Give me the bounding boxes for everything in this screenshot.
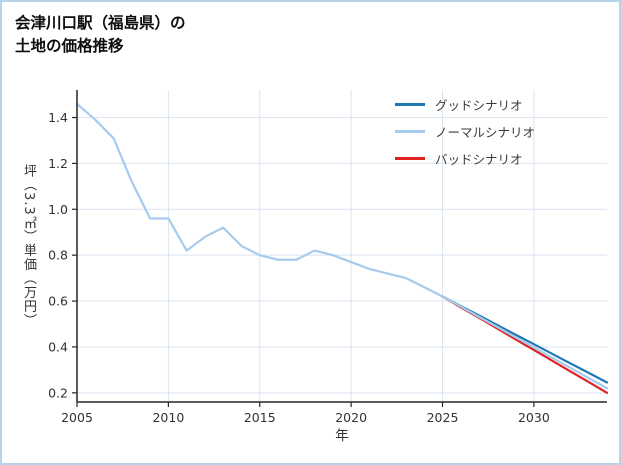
chart-title-line1: 会津川口駅（福島県）の (15, 14, 186, 32)
legend-line-good-scenario (395, 102, 425, 106)
x-tick-label: 2020 (335, 410, 367, 425)
x-tick-label: 2025 (427, 410, 459, 425)
chart-title-line2: 土地の価格推移 (15, 37, 124, 56)
y-axis-label: 坪（3.3㎡）単価（万円） (21, 164, 36, 328)
chart-title: 会津川口駅（福島県）の 土地の価格推移 (15, 12, 186, 59)
legend-line-normal-scenario (395, 129, 425, 133)
series-line-normal-scenario (75, 102, 609, 390)
legend: グッドシナリオ ノーマルシナリオ バッドシナリオ (395, 95, 535, 167)
y-tick-label: 1.4 (48, 110, 68, 125)
legend-item-good-scenario: グッドシナリオ (395, 95, 535, 113)
legend-item-normal-scenario: ノーマルシナリオ (395, 122, 535, 140)
y-tick-label: 0.4 (48, 339, 68, 354)
x-axis-label: 年 (335, 428, 349, 444)
y-tick-label: 0.8 (48, 248, 68, 263)
x-tick-label: 2010 (152, 410, 184, 425)
x-tick-label: 2015 (244, 410, 276, 425)
x-tick-label: 2005 (61, 410, 93, 425)
y-tick-label: 0.6 (48, 294, 68, 309)
legend-label-normal-scenario: ノーマルシナリオ (435, 124, 536, 140)
legend-label-good-scenario: グッドシナリオ (435, 97, 523, 113)
legend-line-bad-scenario (395, 156, 425, 160)
y-tick-label: 0.2 (48, 385, 68, 400)
legend-label-bad-scenario: バッドシナリオ (435, 151, 523, 167)
y-tick-label: 1.2 (48, 156, 68, 171)
x-tick-label: 2030 (518, 410, 550, 425)
y-tick-label: 1.0 (48, 202, 68, 217)
legend-item-bad-scenario: バッドシナリオ (395, 149, 535, 167)
